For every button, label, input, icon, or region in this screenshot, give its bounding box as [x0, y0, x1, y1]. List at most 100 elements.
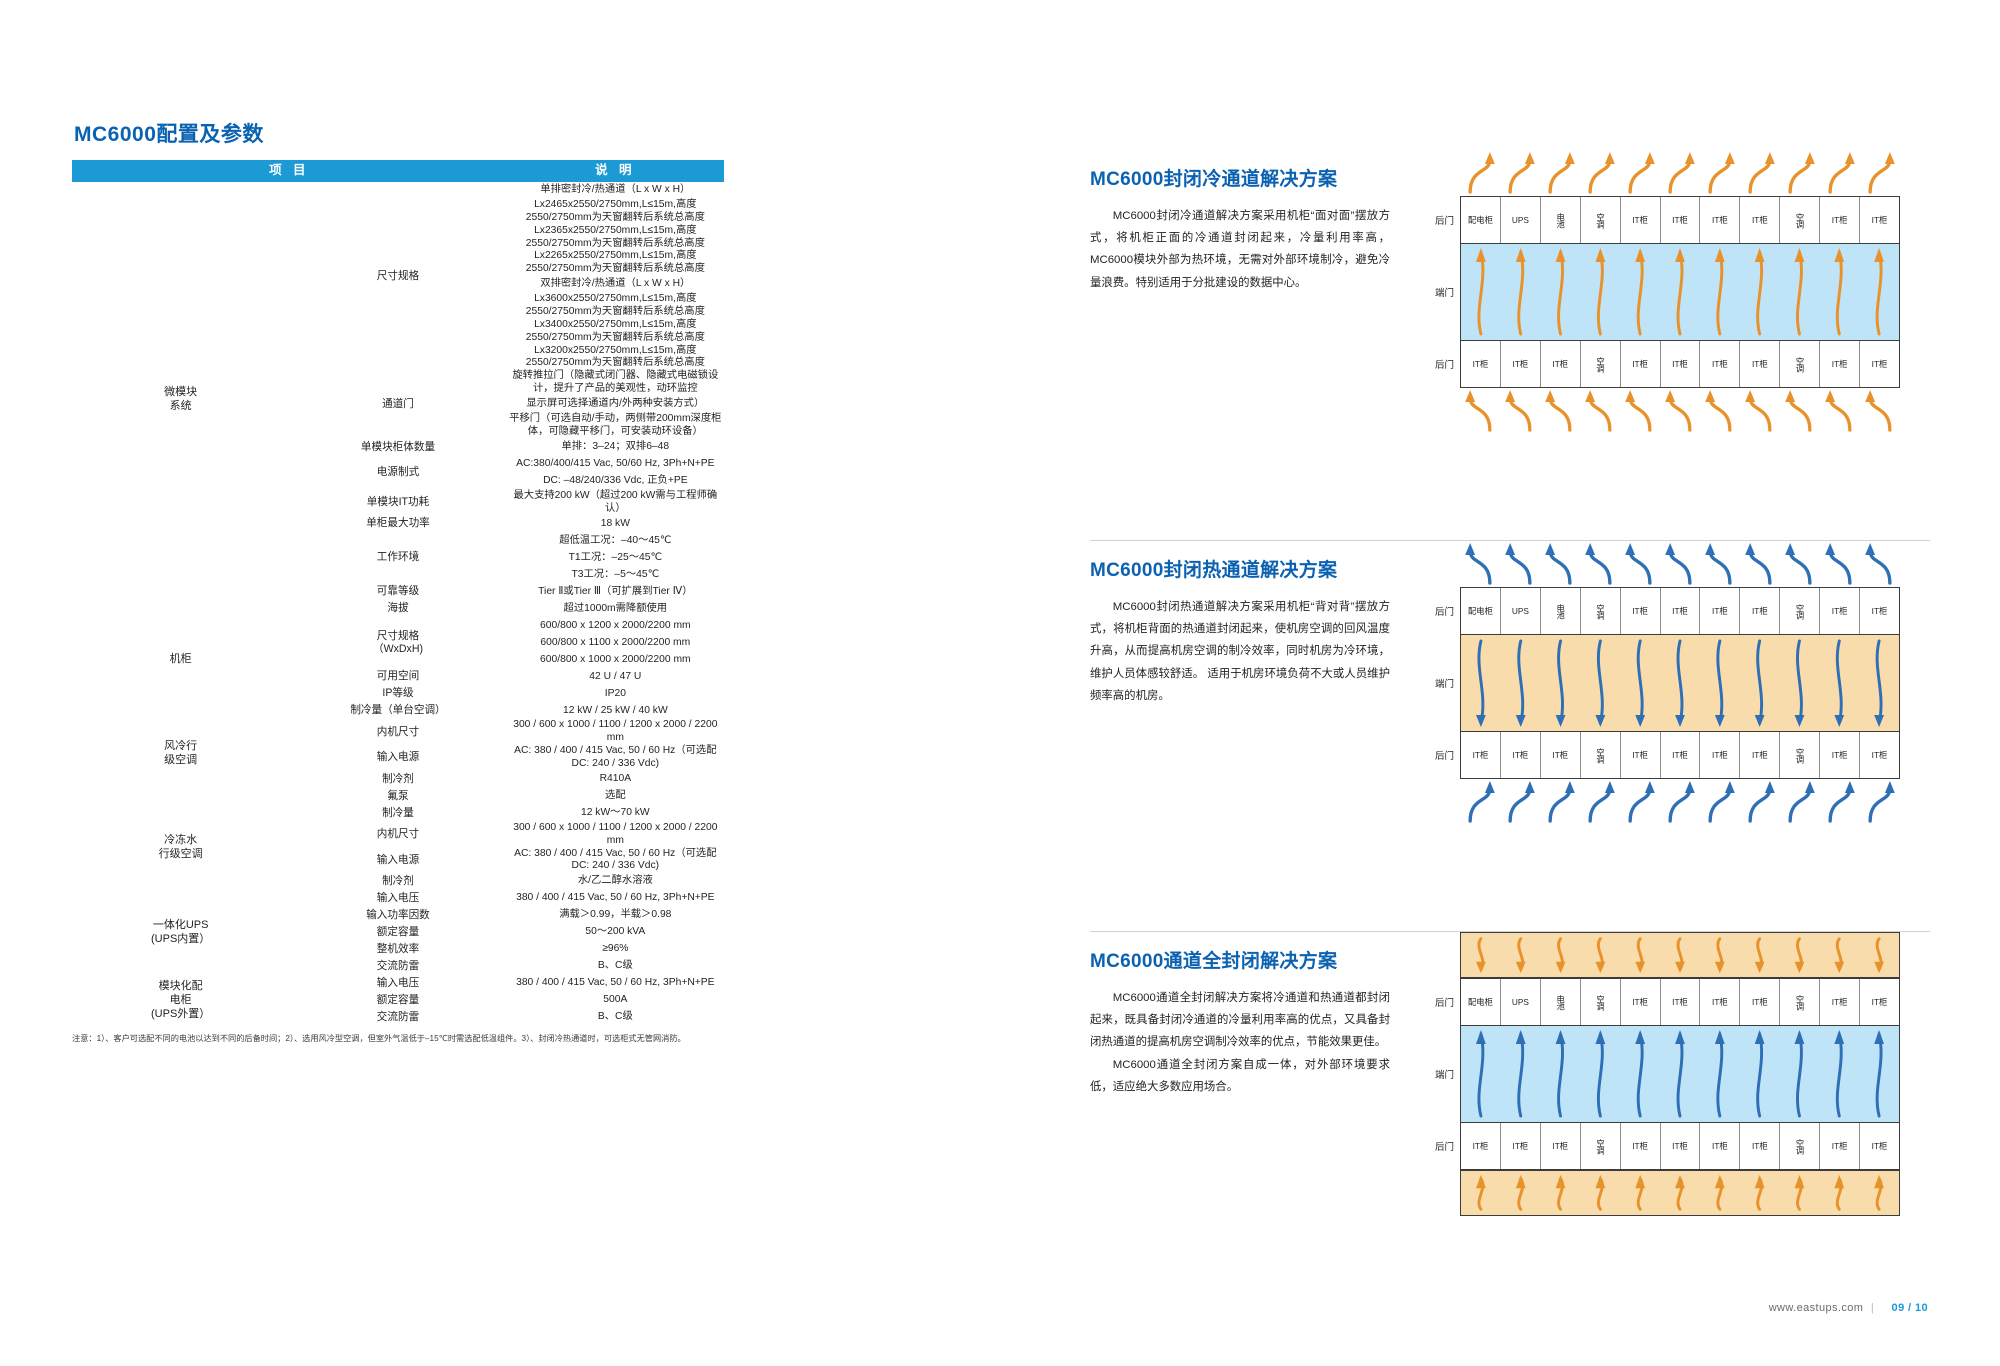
column-header-description: 说 明 [506, 160, 724, 182]
table-row: 制冷剂 R410A [72, 771, 724, 788]
table-row: Lx3200x2550/2750mm,L≤15m,高度2550/2750mm为天… [72, 345, 724, 371]
solution-block: MC6000封闭热通道解决方案 MC6000封闭热通道解决方案采用机柜“背对背”摆… [1090, 540, 1930, 931]
row-value: 380 / 400 / 415 Vac, 50 / 60 Hz, 3Ph+N+P… [516, 977, 715, 989]
cabinet-row-bottom: IT柜 IT柜 IT柜 空调 IT柜 IT柜 IT柜 IT柜 空调 IT柜 IT柜 [1460, 340, 1900, 388]
solution-block: MC6000通道全封闭解决方案 MC6000通道全封闭解决方案将冷通道和热通道都封… [1090, 931, 1930, 1322]
cabinet-cell: IT柜 [1871, 605, 1888, 616]
cabinet-cell: IT柜 [1740, 732, 1781, 778]
table-row: Lx3400x2550/2750mm,L≤15m,高度2550/2750mm为天… [72, 319, 724, 345]
cabinet-cell: IT柜 [1871, 749, 1888, 760]
row-sub-label: 输入电压 [376, 977, 420, 990]
row-value: 单排密封冷/热通道（L x W x H） [540, 184, 691, 196]
row-value: 平移门（可选自动/手动，两侧带200mm深度柜体，可隐藏平移门，可安装动环设备） [509, 413, 722, 437]
row-value: AC:380/400/415 Vac, 50/60 Hz, 3Ph+N+PE [516, 457, 715, 469]
table-row: 制冷剂 水/乙二醇水溶液 [72, 873, 724, 890]
table-row: DC: –48/240/336 Vdc, 正负+PE [72, 473, 724, 490]
row-value: 300 / 600 x 1000 / 1100 / 1200 x 2000 / … [513, 821, 718, 846]
row-sub-label: 交流防雷 [376, 1011, 420, 1024]
diagram-body [1460, 541, 1900, 587]
row-value: 380 / 400 / 415 Vac, 50 / 60 Hz, 3Ph+N+P… [516, 892, 715, 904]
cabinet-cell: IT柜 [1820, 1123, 1861, 1169]
diagram-row [1420, 932, 1900, 978]
cabinet-row-top: 配电柜 UPS 电池 空调 IT柜 IT柜 IT柜 IT柜 空调 IT柜 IT柜 [1460, 196, 1900, 244]
cabinet-cell: 空调 [1581, 979, 1621, 1025]
cabinet-cell: IT柜 [1700, 341, 1741, 387]
table-footnote: 注意：1）、客户可选配不同的电池以达到不同的后备时间；2）、选用风冷型空调，但室… [72, 1034, 686, 1044]
table-row: 交流防雷 B、C级 [72, 958, 724, 975]
row-value: 超过1000m需降额使用 [563, 602, 668, 614]
table-row: 双排密封冷/热通道（L x W x H） [72, 276, 724, 293]
table-row: 单柜最大功率 18 kW [72, 515, 724, 532]
cabinet-cell: IT柜 [1820, 979, 1861, 1025]
diagram-body: 配电柜 UPS 电池 空调 IT柜 IT柜 IT柜 IT柜 空调 IT柜 IT柜 [1460, 978, 1900, 1026]
table-row: 输入电源 AC: 380 / 400 / 415 Vac, 50 / 60 Hz（… [72, 745, 724, 771]
table-row: 机柜 尺寸规格 （WxDxH) 600/800 x 1200 x 2000/2200 … [72, 617, 724, 666]
cabinet-cell: IT柜 [1700, 588, 1741, 634]
arrow-band-top [1460, 932, 1900, 978]
airflow-diagram: 后门 配电柜 UPS 电池 空调 IT柜 IT柜 IT柜 IT柜 空调 IT柜 IT柜 端门 后门 IT柜 I… [1420, 150, 1900, 434]
row-group-label: 风冷行 级空调 [164, 739, 198, 766]
cabinet-cell: IT柜 [1700, 1123, 1741, 1169]
cabinet-cell: IT柜 [1621, 732, 1661, 778]
solution-text: MC6000封闭热通道解决方案 MC6000封闭热通道解决方案采用机柜“背对背”摆… [1090, 555, 1390, 707]
table-row: 显示屏可选择通道内/外两种安装方式） [72, 396, 724, 413]
row-sub-label: 额定容量 [376, 926, 420, 939]
cabinet-cell: IT柜 [1461, 732, 1501, 778]
row-value: AC: 380 / 400 / 415 Vac, 50 / 60 Hz（可选配D… [514, 847, 717, 872]
cabinet-row-bottom: IT柜 IT柜 IT柜 空调 IT柜 IT柜 IT柜 IT柜 空调 IT柜 IT柜 [1460, 1122, 1900, 1170]
diagram-side-label: 端门 [1434, 1070, 1454, 1081]
row-sub-label: 单模块IT功耗 [366, 495, 430, 508]
cabinet-cell: 配电柜 [1461, 197, 1501, 243]
diagram-body [1460, 388, 1900, 434]
solution-text: MC6000通道全封闭解决方案 MC6000通道全封闭解决方案将冷通道和热通道都封… [1090, 946, 1390, 1098]
row-sub-label: 单模块柜体数量 [360, 440, 436, 453]
row-sub-label: 输入电压 [376, 892, 420, 905]
cabinet-cell: IT柜 [1461, 341, 1501, 387]
table-row: 风冷行 级空调 制冷量（单台空调） 12 kW / 25 kW / 40 kW [72, 702, 724, 765]
diagram-row: 后门 配电柜 UPS 电池 空调 IT柜 IT柜 IT柜 IT柜 空调 IT柜 IT柜 [1420, 978, 1900, 1026]
cabinet-cell: IT柜 [1871, 996, 1888, 1007]
cabinet-cell: IT柜 [1621, 1123, 1661, 1169]
arrow-band-top [1460, 150, 1900, 196]
row-sub-label: 尺寸规格 （WxDxH) [372, 629, 423, 655]
row-value: 500A [603, 994, 628, 1006]
cabinet-cell: IT柜 [1621, 979, 1661, 1025]
cabinet-cell: IT柜 [1661, 1123, 1701, 1169]
diagram-body: 配电柜 UPS 电池 空调 IT柜 IT柜 IT柜 IT柜 空调 IT柜 IT柜 [1460, 587, 1900, 635]
cabinet-cell: 空调 [1780, 732, 1821, 778]
diagram-side-label: 后门 [1434, 216, 1454, 227]
cabinet-row-top: 配电柜 UPS 电池 空调 IT柜 IT柜 IT柜 IT柜 空调 IT柜 IT柜 [1460, 587, 1900, 635]
cabinet-cell: IT柜 [1501, 1123, 1541, 1169]
table-row: Lx2265x2550/2750mm,L≤15m,高度2550/2750mm为天… [72, 250, 724, 276]
diagram-body [1460, 779, 1900, 825]
solutions-column: MC6000封闭冷通道解决方案 MC6000封闭冷通道解决方案采用机柜“面对面”摆… [1090, 150, 1930, 1322]
diagram-side-label: 端门 [1434, 679, 1454, 690]
table-header-row: 项 目说 明 [72, 160, 724, 182]
row-value: 600/800 x 1200 x 2000/2200 mm [540, 619, 691, 631]
diagram-body: IT柜 IT柜 IT柜 空调 IT柜 IT柜 IT柜 IT柜 空调 IT柜 IT柜 [1460, 731, 1900, 779]
row-value: 旋转推拉门（隐藏式闭门器、隐藏式电磁锁设计，提升了产品的美观性，动环监控 [512, 370, 719, 395]
row-value: 42 U / 47 U [589, 670, 642, 682]
footer-website[interactable]: www.eastups.com [1768, 1302, 1864, 1314]
diagram-body: IT柜 IT柜 IT柜 空调 IT柜 IT柜 IT柜 IT柜 空调 IT柜 IT柜 [1460, 1122, 1900, 1170]
cabinet-cell: 空调 [1780, 341, 1821, 387]
row-group-label: 冷冻水 行级空调 [158, 833, 203, 860]
row-sub-label: 输入功率因数 [366, 909, 430, 922]
table-row: 模块化配 电柜 (UPS外置） 输入电压 380 / 400 / 415 Vac, 50… [72, 975, 724, 1020]
cabinet-cell: 电池 [1541, 979, 1581, 1025]
cabinet-cell: IT柜 [1700, 732, 1741, 778]
solution-title: MC6000通道全封闭解决方案 [1090, 951, 1338, 972]
diagram-row: 后门 配电柜 UPS 电池 空调 IT柜 IT柜 IT柜 IT柜 空调 IT柜 IT柜 [1420, 196, 1900, 244]
arrow-band-bottom [1460, 779, 1900, 825]
row-value: 12 kW / 25 kW / 40 kW [562, 704, 668, 716]
row-value: IP20 [604, 687, 626, 699]
row-value: Lx2465x2550/2750mm,L≤15m,高度2550/2750mm为天… [525, 199, 705, 223]
diagram-row [1420, 150, 1900, 196]
table-row: 可用空间 42 U / 47 U [72, 668, 724, 685]
cabinet-cell: IT柜 [1871, 1140, 1888, 1151]
table-row: 额定容量 500A [72, 992, 724, 1009]
diagram-row [1420, 1170, 1900, 1216]
cabinet-cell: IT柜 [1661, 197, 1701, 243]
row-value: 双排密封冷/热通道（L x W x H） [540, 278, 691, 290]
